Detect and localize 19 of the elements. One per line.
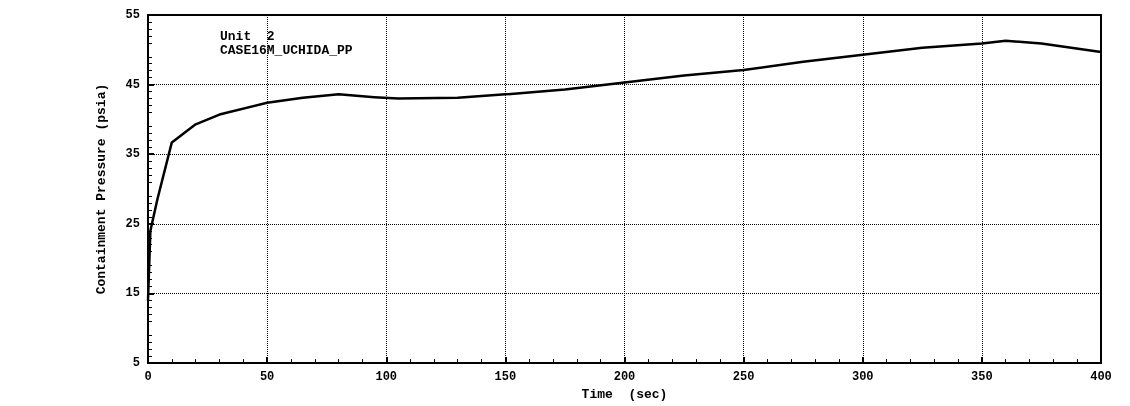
y-tick-label: 25 [125,216,140,231]
y-tick-label: 15 [125,286,140,301]
y-tick-label: 55 [125,8,140,22]
x-axis-title: Time (sec) [581,387,668,402]
x-tick-label: 400 [1090,370,1112,385]
x-tick-label: 0 [144,370,152,385]
x-tick-label: 200 [613,370,636,385]
x-tick-label: 250 [732,370,755,385]
annotation: Unit 2 [220,29,275,44]
y-tick-label: 5 [132,356,140,371]
y-axis-title: Containment Pressure (psia) [94,83,109,295]
x-tick-label: 350 [971,370,993,385]
y-tick-label: 45 [125,77,140,92]
x-tick-label: 100 [375,370,398,385]
annotation: CASE16M_UCHIDA_PP [220,43,353,58]
x-tick-label: 150 [494,370,517,385]
x-tick-label: 300 [851,370,874,385]
y-tick-label: 35 [125,147,140,162]
x-tick-label: 50 [259,370,275,385]
